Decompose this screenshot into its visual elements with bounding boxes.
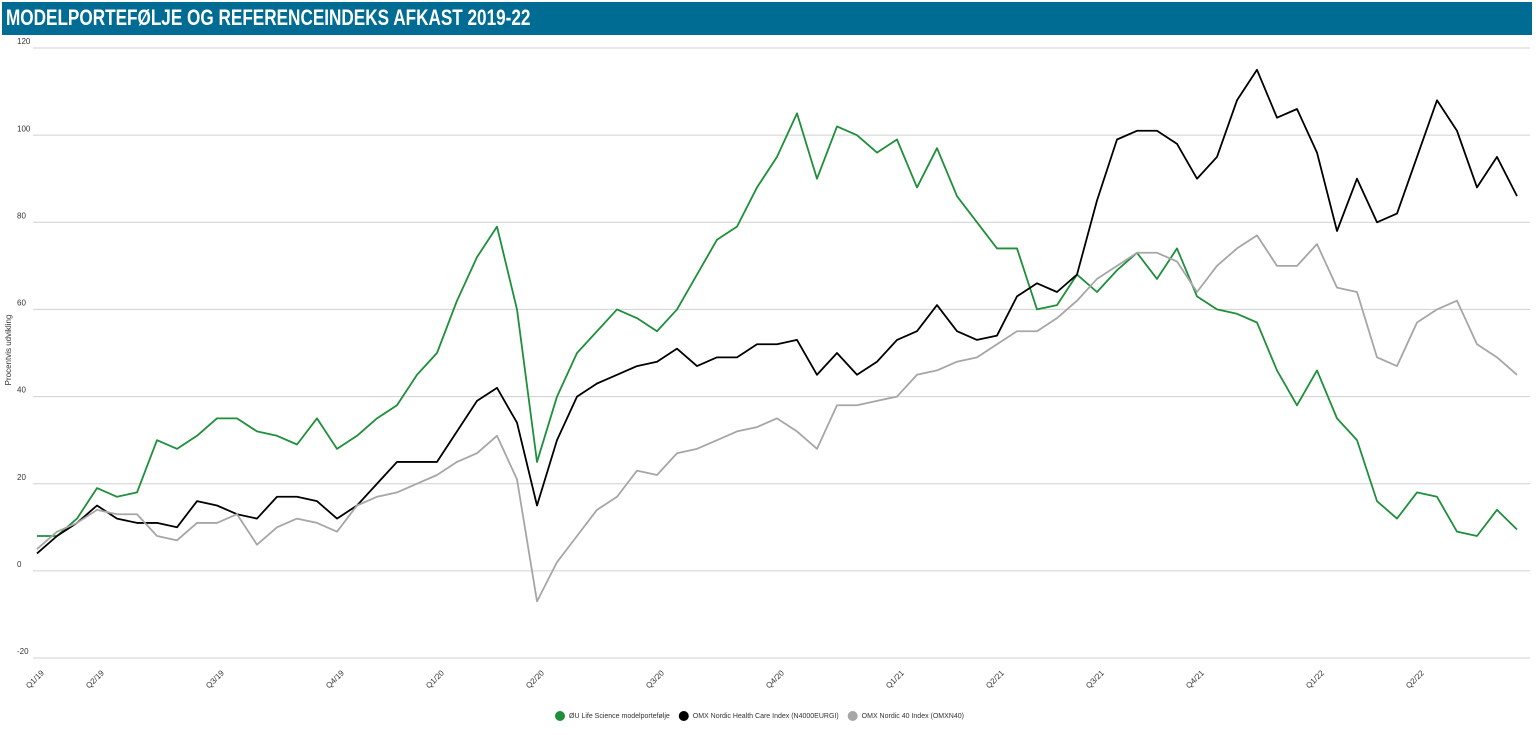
y-tick-label: 60 <box>17 299 26 308</box>
x-tick-label: Q1/20 <box>424 668 446 690</box>
y-tick-label: -20 <box>17 647 29 656</box>
series-line <box>37 112 1518 537</box>
legend-label: ØU Life Science modelportefølje <box>569 713 670 720</box>
series-line <box>36 68 1518 555</box>
x-tick-label: Q2/19 <box>84 668 106 690</box>
x-tick-label: Q3/19 <box>204 668 226 690</box>
title-bar <box>2 2 1532 35</box>
y-tick-label: 0 <box>17 560 22 569</box>
x-tick-label: Q1/22 <box>1304 668 1326 690</box>
legend-marker <box>555 711 565 721</box>
legend-label: OMX Nordic Health Care Index (N4000EURGI… <box>693 713 839 720</box>
x-tick-label: Q2/21 <box>984 668 1006 690</box>
x-tick-label: Q1/19 <box>24 668 46 690</box>
x-tick-label: Q2/22 <box>1404 668 1426 690</box>
x-tick-label: Q3/20 <box>644 668 666 690</box>
legend-marker <box>678 711 689 721</box>
legend-label: OMX Nordic 40 Index (OMXN40) <box>862 713 964 720</box>
y-axis-label: Procentvis udvikling <box>4 315 13 386</box>
chart-title: MODELPORTEFØLJE OG REFERENCEINDEKS AFKAS… <box>6 6 530 31</box>
series-line <box>36 234 1518 603</box>
legend-marker <box>847 711 858 721</box>
x-tick-label: Q3/21 <box>1084 668 1106 690</box>
x-tick-label: Q4/20 <box>764 668 786 690</box>
y-tick-label: 80 <box>17 211 26 220</box>
y-tick-label: 100 <box>17 124 31 133</box>
x-tick-label: Q1/21 <box>884 668 906 690</box>
y-tick-label: 20 <box>17 473 26 482</box>
y-tick-label: 120 <box>17 37 31 46</box>
y-tick-label: 40 <box>17 386 26 395</box>
x-tick-label: Q4/21 <box>1184 668 1206 690</box>
x-tick-label: Q2/20 <box>524 668 546 690</box>
x-tick-label: Q4/19 <box>324 668 346 690</box>
